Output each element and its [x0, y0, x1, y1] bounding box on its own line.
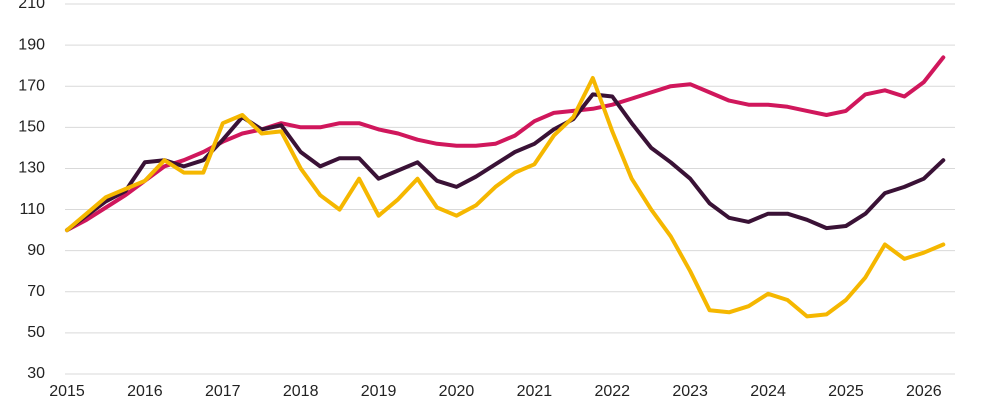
y-tick-label: 30 — [27, 365, 45, 382]
y-tick-label: 210 — [18, 0, 45, 12]
y-tick-label: 150 — [18, 119, 45, 136]
x-tick-label: 2018 — [283, 383, 319, 400]
y-tick-label: 70 — [27, 283, 45, 300]
x-tick-label: 2021 — [517, 383, 553, 400]
y-tick-label: 50 — [27, 324, 45, 341]
x-tick-label: 2026 — [906, 383, 942, 400]
y-tick-label: 110 — [19, 201, 45, 218]
data-line — [65, 55, 946, 233]
x-tick-label: 2024 — [750, 383, 786, 400]
x-tick-label: 2022 — [594, 383, 630, 400]
y-tick-label: 130 — [18, 160, 45, 177]
x-tick-label: 2017 — [205, 383, 241, 400]
x-tick-label: 2025 — [828, 383, 864, 400]
y-tick-label: 170 — [18, 77, 45, 94]
x-tick-label: 2016 — [127, 383, 163, 400]
data-line — [65, 76, 946, 319]
y-tick-label: 90 — [27, 242, 45, 259]
x-tick-label: 2023 — [672, 383, 708, 400]
x-tick-label: 2020 — [439, 383, 475, 400]
x-tick-label: 2019 — [361, 383, 397, 400]
x-tick-label: 2015 — [49, 383, 85, 400]
y-tick-label: 190 — [18, 36, 45, 53]
